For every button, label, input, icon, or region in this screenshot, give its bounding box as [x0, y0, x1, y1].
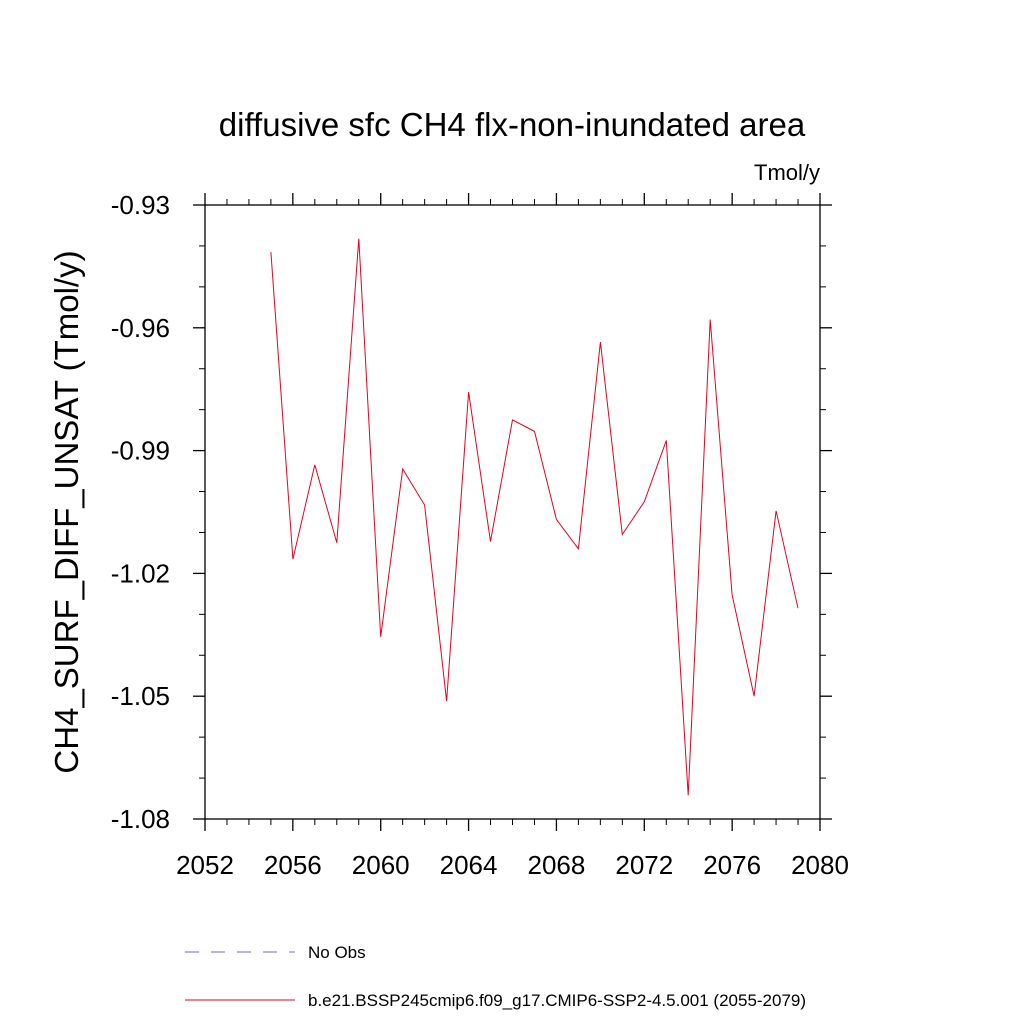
y-tick-label: -0.93 — [111, 190, 170, 220]
series-line — [270, 238, 799, 796]
x-tick-label: 2064 — [440, 850, 498, 880]
plot-frame — [204, 204, 821, 820]
legend-label: No Obs — [308, 943, 366, 962]
chart-title: diffusive sfc CH4 flx-non-inundated area — [219, 106, 806, 143]
x-tick-label: 2076 — [703, 850, 761, 880]
y-tick-label: -1.08 — [111, 804, 170, 834]
x-tick-label: 2080 — [791, 850, 849, 880]
y-axis-title: CH4_SURF_DIFF_UNSAT (Tmol/y) — [48, 250, 85, 773]
axes-ticks: 2052 2056 2060 2064 2068 2072 2076 2080 -0.93 -0.… — [111, 190, 849, 880]
y-tick-label: -1.02 — [111, 558, 170, 588]
legend: No Obs b.e21.BSSP245cmip6.f09_g17.CMIP6-S… — [185, 943, 806, 1010]
x-tick-label: 2072 — [615, 850, 673, 880]
legend-label: b.e21.BSSP245cmip6.f09_g17.CMIP6-SSP2-4.… — [308, 991, 806, 1010]
y-tick-label: -0.96 — [111, 313, 170, 343]
series-layer — [270, 238, 799, 796]
units-label: Tmol/y — [754, 160, 820, 185]
y-tick-label: -0.99 — [111, 436, 170, 466]
y-tick-label: -1.05 — [111, 681, 170, 711]
x-tick-label: 2052 — [176, 850, 234, 880]
x-tick-label: 2060 — [352, 850, 410, 880]
x-tick-label: 2056 — [264, 850, 322, 880]
x-tick-label: 2068 — [528, 850, 586, 880]
